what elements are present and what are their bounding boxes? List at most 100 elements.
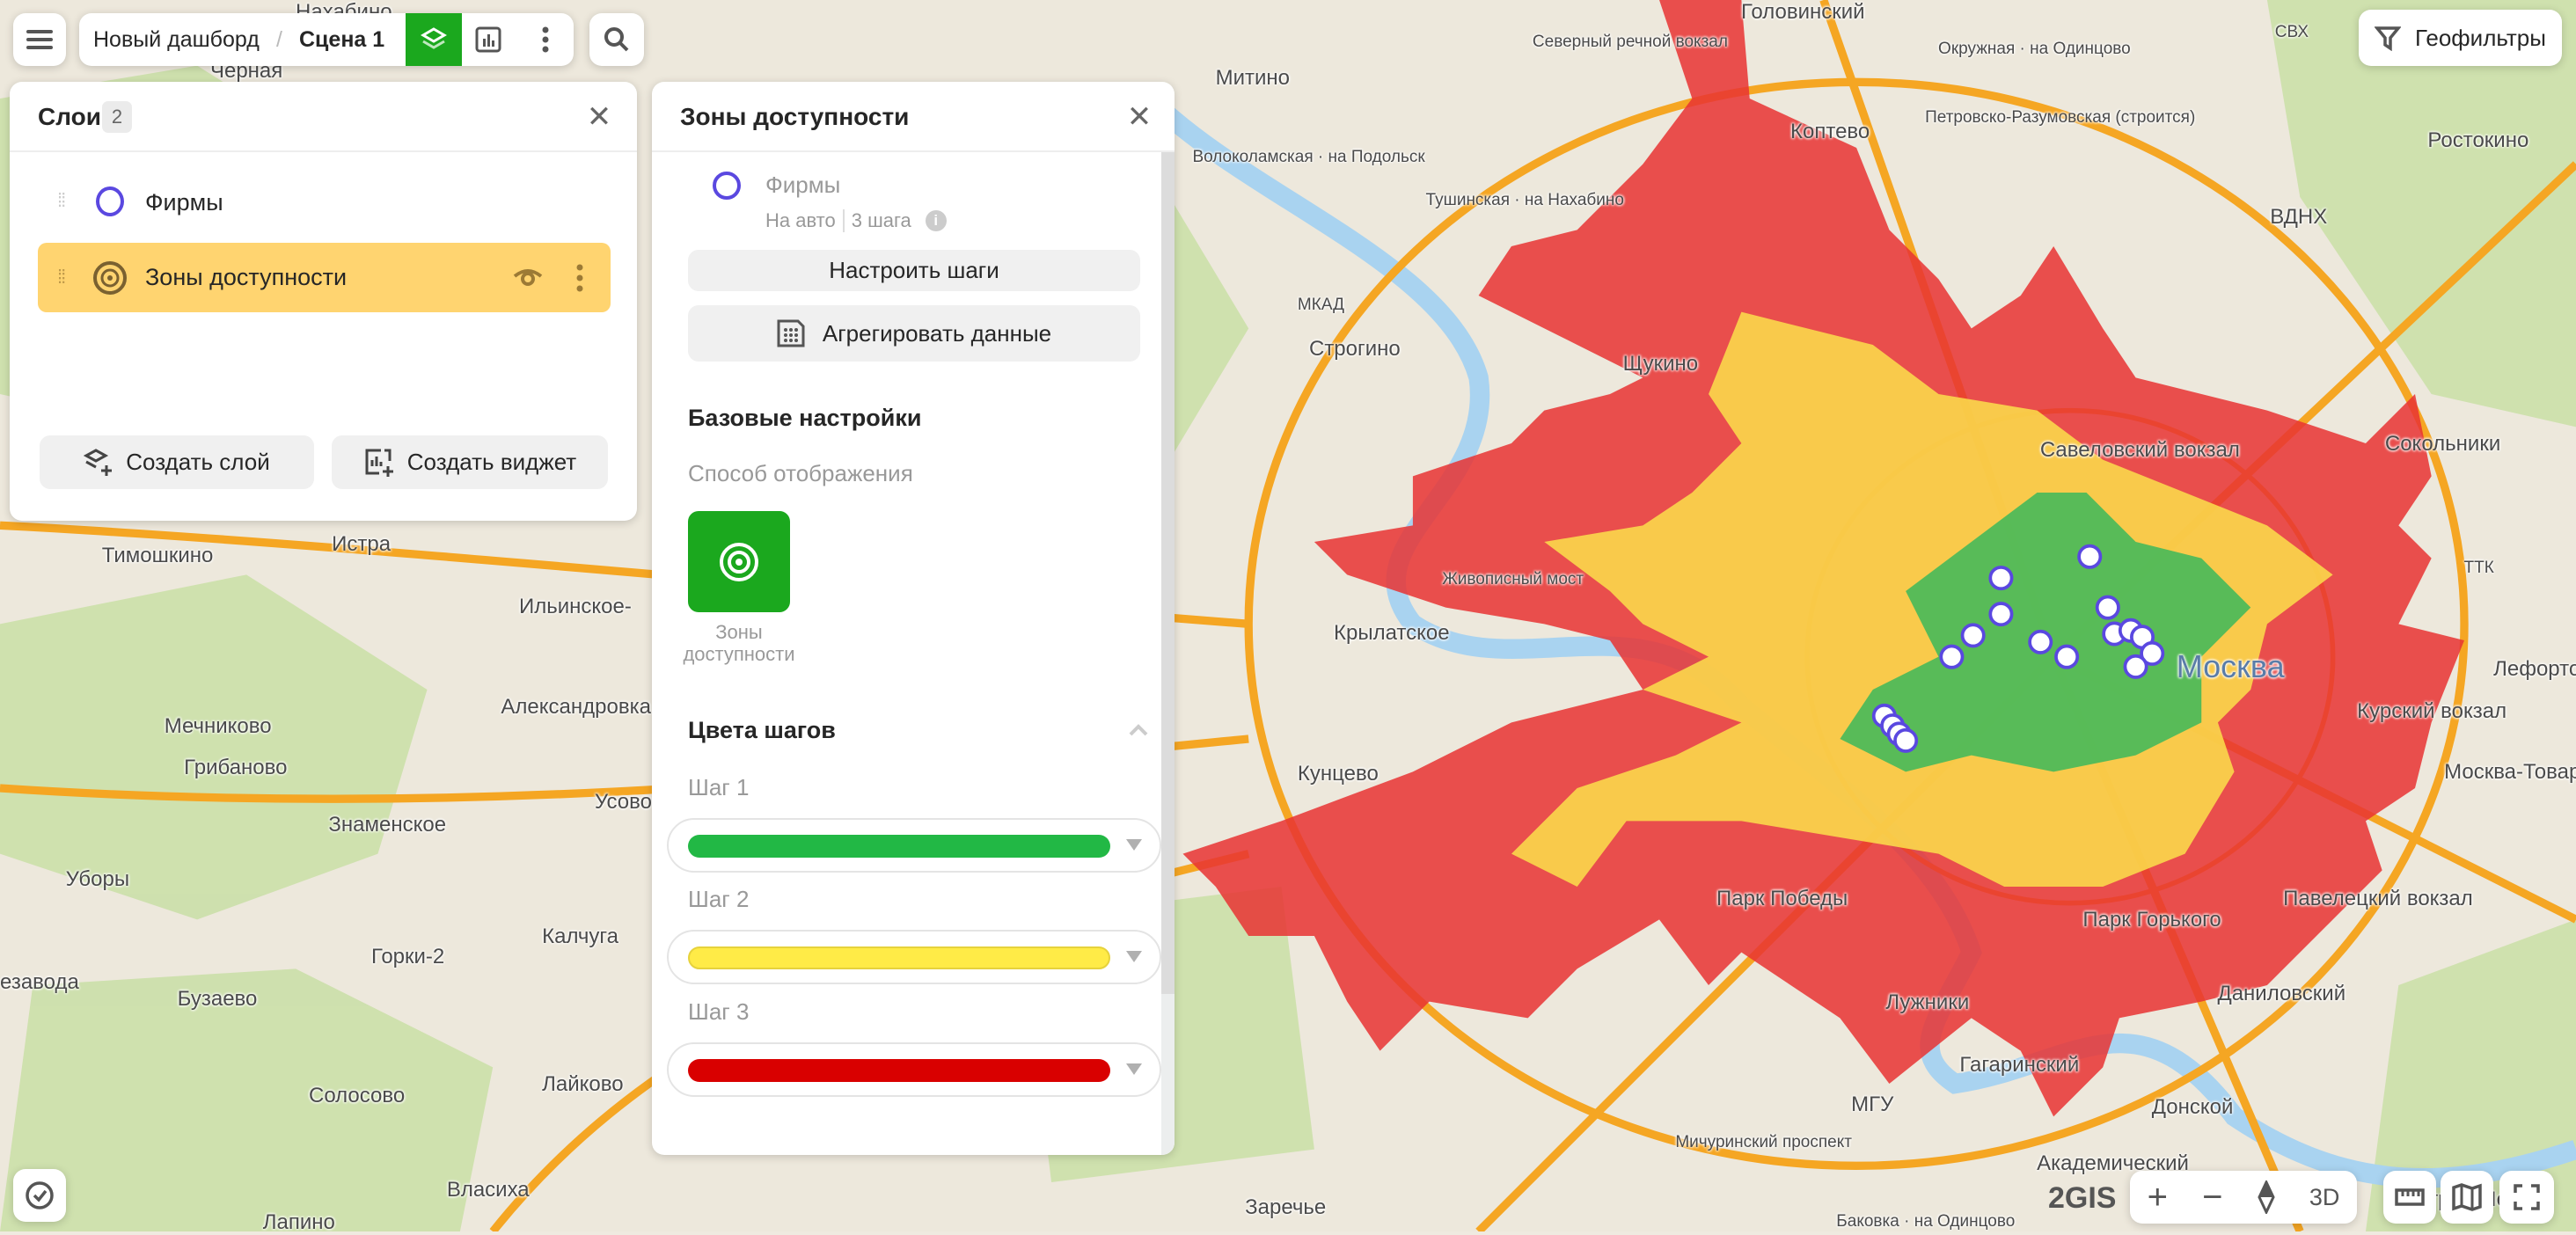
2gis-logo: 2GIS: [2048, 1181, 2117, 1215]
firm-marker[interactable]: [2140, 640, 2165, 666]
target-icon: [720, 542, 758, 581]
map-label: Головинский: [1741, 0, 1865, 24]
layers-icon: [421, 27, 447, 49]
map-label: Строгино: [1308, 336, 1401, 361]
map-label: Даниловский: [2217, 982, 2346, 1006]
geofilters-button[interactable]: Геофильтры: [2359, 10, 2562, 66]
map-label: МГУ: [1851, 1092, 1894, 1116]
display-option-label: Зоны доступности: [669, 621, 809, 665]
ruler-icon: [2395, 1188, 2425, 1206]
zoom-out-button[interactable]: −: [2202, 1177, 2223, 1217]
map-label: Мичуринский проспект: [1675, 1133, 1852, 1152]
display-option-line1: Зоны: [715, 621, 763, 643]
map-label: Александровка: [501, 694, 651, 719]
map-label: Москва: [2176, 648, 2285, 685]
map-label: Щукино: [1622, 351, 1699, 376]
menu-button[interactable]: [13, 13, 66, 66]
map-label: Гагаринский: [1959, 1052, 2080, 1077]
step-colors-heading: Цвета шагов: [688, 717, 836, 743]
map-label: Москва-Товарная: [2444, 760, 2576, 785]
breadcrumb-scene[interactable]: Сцена 1: [299, 27, 385, 52]
map-label: Лайково: [542, 1072, 624, 1097]
firm-marker[interactable]: [1988, 602, 2014, 627]
map-label: езавода: [0, 970, 79, 995]
map-label: Северный речной вокзал: [1532, 33, 1728, 52]
search-icon: [604, 27, 629, 52]
firm-marker[interactable]: [2123, 654, 2148, 679]
close-layers-button[interactable]: ✕: [583, 100, 615, 134]
drag-handle-icon[interactable]: ⁞⁞: [57, 266, 66, 288]
firm-marker[interactable]: [2054, 644, 2080, 669]
chart-icon: [475, 26, 501, 53]
step-2-color-select[interactable]: [667, 930, 1161, 984]
firm-marker[interactable]: [2077, 544, 2103, 569]
scrollbar-track[interactable]: [1161, 994, 1175, 1155]
create-layer-button[interactable]: Создать слой: [40, 435, 314, 489]
layers-title: Слои: [38, 103, 101, 130]
widgets-button[interactable]: [462, 13, 515, 66]
firm-marker[interactable]: [2028, 629, 2053, 654]
close-zones-button[interactable]: ✕: [1123, 100, 1155, 134]
create-widget-button[interactable]: Создать виджет: [332, 435, 608, 489]
3d-toggle-button[interactable]: 3D: [2309, 1183, 2340, 1210]
map-label: Волоколамская · на Подольск: [1192, 148, 1425, 167]
map-label: Баковка · на Одинцово: [1836, 1211, 2016, 1231]
more-vertical-icon[interactable]: [576, 264, 583, 292]
map-label: Донской: [2151, 1095, 2234, 1120]
map-label: Знаменское: [328, 813, 447, 837]
map-label: Власиха: [446, 1177, 530, 1202]
layers-count-badge: 2: [102, 101, 132, 133]
breadcrumb-dashboard[interactable]: Новый дашборд: [93, 27, 260, 52]
map-label: Грибаново: [184, 755, 288, 779]
more-button[interactable]: [519, 13, 572, 66]
display-option-zones[interactable]: [688, 511, 790, 612]
step-3-color-select[interactable]: [667, 1042, 1161, 1097]
info-icon[interactable]: i: [925, 210, 947, 231]
source-meta: На авто 3 шага i: [765, 209, 947, 232]
firm-marker[interactable]: [1960, 623, 1986, 648]
color-swatch: [688, 946, 1110, 969]
zones-settings-panel: Зоны доступности ✕: [652, 82, 1175, 1155]
more-vertical-icon: [542, 26, 549, 53]
map-label: Петровско-Разумовская (строится): [1925, 108, 2196, 128]
ruler-button[interactable]: [2383, 1171, 2436, 1224]
step-1-label: Шаг 1: [688, 774, 750, 800]
configure-steps-button[interactable]: Настроить шаги: [688, 250, 1140, 291]
map-label: Парк Горького: [2082, 908, 2221, 932]
create-widget-label: Создать виджет: [406, 449, 577, 475]
display-option-line2: доступности: [683, 643, 795, 665]
add-layer-icon: [84, 448, 113, 476]
layers-button[interactable]: [406, 13, 462, 66]
map-label: Парк Победы: [1716, 887, 1848, 911]
layer-label: Фирмы: [145, 189, 223, 216]
firm-marker[interactable]: [1893, 727, 1919, 753]
map-label: Крылатское: [1334, 620, 1450, 645]
map-label: Савеловский вокзал: [2039, 438, 2240, 463]
map-label: Уборы: [65, 866, 130, 891]
step-3-label: Шаг 3: [688, 998, 750, 1025]
drag-handle-icon[interactable]: ⁞⁞: [57, 189, 66, 211]
firm-marker[interactable]: [1939, 644, 1965, 669]
layer-item-firms[interactable]: ⁞⁞ Фирмы: [38, 177, 610, 226]
zoom-in-button[interactable]: +: [2147, 1177, 2168, 1217]
map-label: Мечниково: [164, 714, 272, 739]
search-button[interactable]: [589, 13, 644, 66]
travel-mode: На авто: [765, 209, 836, 231]
eye-icon[interactable]: [513, 267, 543, 287]
map-label: Солосово: [308, 1084, 406, 1108]
map-label: СВХ: [2274, 23, 2309, 42]
chevron-up-icon[interactable]: [1128, 723, 1149, 737]
map-layers-button[interactable]: [2441, 1171, 2493, 1224]
history-button[interactable]: [13, 1169, 66, 1222]
firm-marker[interactable]: [2095, 595, 2120, 620]
compass-icon[interactable]: [2258, 1180, 2275, 1214]
divider: [10, 150, 637, 152]
step-1-color-select[interactable]: [667, 818, 1161, 873]
display-method-label: Способ отображения: [688, 460, 913, 486]
fullscreen-button[interactable]: [2499, 1171, 2554, 1224]
scrollbar-thumb[interactable]: [1161, 152, 1175, 994]
firm-marker[interactable]: [1988, 566, 2014, 591]
layer-item-zones[interactable]: ⁞⁞ Зоны доступности: [38, 243, 611, 312]
aggregate-data-button[interactable]: Агрегировать данные: [688, 305, 1140, 362]
